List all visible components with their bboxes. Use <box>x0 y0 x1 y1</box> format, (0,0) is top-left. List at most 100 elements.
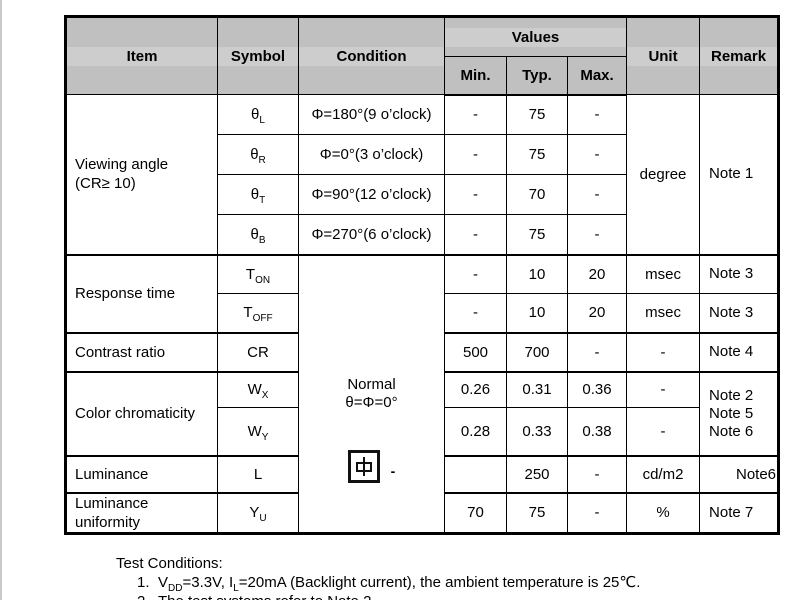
cell-symbol: θT <box>217 174 299 215</box>
cell-typ: 75 <box>506 214 568 255</box>
cell-condition: Φ=180°(9 o’clock) <box>298 94 445 135</box>
col-header-max: Max. <box>566 56 628 96</box>
cell-typ: 10 <box>506 293 568 333</box>
symbol-sub: X <box>261 390 269 402</box>
condition-dash: - <box>390 462 396 479</box>
cell-typ: 75 <box>506 134 568 175</box>
zhong-glyph-icon <box>355 456 372 476</box>
cell-remark: Note 3 <box>699 253 780 294</box>
remark-line: Note 5 <box>709 404 754 422</box>
symbol-base: T <box>245 265 256 283</box>
header-row-1: Item Symbol Condition Values Unit Remark <box>65 16 780 95</box>
test-conditions: Test Conditions: 1. VDD=3.3V, IL=20mA (Ba… <box>116 555 640 600</box>
cell-remark: Note 7 <box>699 491 780 534</box>
table-row: TOFF - 10 20 msec Note 3 <box>66 293 780 333</box>
symbol-base: θ <box>250 186 260 203</box>
item-line: uniformity <box>75 513 141 531</box>
cell-typ: 0.33 <box>506 407 568 456</box>
cell-symbol: CR <box>217 331 299 372</box>
table-row: Luminance L 250 - cd/m2 Note6 <box>65 454 780 493</box>
symbol-sub: B <box>258 234 266 246</box>
test-conditions-title: Test Conditions: <box>116 555 223 572</box>
cell-typ: 75 <box>506 491 568 534</box>
table-row: Response time TON Normal θ=Φ=0° <box>65 253 780 534</box>
col-header-unit: Unit <box>626 16 701 95</box>
condition-normal-text: Normal θ=Φ=0° <box>300 376 444 412</box>
table-row: Luminance uniformity YU 70 75 - % Note 7 <box>65 491 780 534</box>
cell-condition: Φ=90°(12 o’clock) <box>298 174 445 215</box>
col-header-item-label: Item <box>67 46 217 66</box>
cell-symbol: TOFF <box>217 293 299 333</box>
embedded-object-box-icon <box>347 449 380 483</box>
col-header-remark-label: Remark <box>700 46 778 66</box>
cell-typ: 70 <box>506 174 568 215</box>
cell-min: - <box>444 174 507 215</box>
symbol-sub: OFF <box>252 313 273 325</box>
cell-min: - <box>444 253 507 294</box>
cell-min: 70 <box>444 491 507 534</box>
cell-remark: Note 3 <box>699 293 780 333</box>
cell-remark-notes: Note 2 Note 5 Note 6 <box>699 370 780 456</box>
symbol-sub: U <box>259 513 267 524</box>
cell-item-color-chromaticity: Color chromaticity <box>65 370 218 456</box>
cell-min: 500 <box>444 331 507 372</box>
symbol-sub: R <box>258 155 266 166</box>
test-condition-2: 2.The test systems refer to Note 2 <box>116 593 640 600</box>
cell-max: 0.38 <box>566 407 628 456</box>
cell-symbol: θR <box>217 134 299 175</box>
cell-min: 0.28 <box>444 407 507 456</box>
viewing-angle-line1: Viewing angle <box>75 156 169 174</box>
cell-unit: - <box>626 407 701 456</box>
symbol-base: θ <box>250 225 259 243</box>
cell-typ: 75 <box>506 94 568 135</box>
cell-min <box>444 454 507 493</box>
cell-unit: msec <box>626 293 701 333</box>
symbol-sub: L <box>259 115 265 126</box>
col-header-values: Values <box>443 16 628 57</box>
col-header-item: Item <box>65 16 218 95</box>
cell-unit: msec <box>626 253 701 294</box>
symbol-base: θ <box>251 106 260 123</box>
cell-max: - <box>566 454 628 493</box>
symbol-sub: ON <box>255 274 271 286</box>
col-header-typ: Typ. <box>506 56 568 96</box>
cell-typ: 700 <box>506 331 568 372</box>
cell-symbol: TON <box>217 253 299 294</box>
item-line: Luminance <box>75 494 149 512</box>
cell-min: 0.26 <box>444 370 507 408</box>
col-header-values-label: Values <box>445 27 626 47</box>
test-condition-1-text: VDD=3.3V, IL=20mA (Backlight current), t… <box>158 574 641 594</box>
col-header-min: Min. <box>444 56 507 96</box>
cell-typ: 0.31 <box>506 370 568 408</box>
col-header-unit-label: Unit <box>627 46 699 66</box>
table-row: θB Φ=270°(6 o’clock) - 75 - <box>66 214 779 255</box>
col-header-condition-label: Condition <box>299 46 444 66</box>
cell-min: - <box>444 134 507 175</box>
cell-typ: 10 <box>506 253 568 294</box>
test-condition-1: 1. VDD=3.3V, IL=20mA (Backlight current),… <box>116 574 641 594</box>
symbol-base: T <box>243 304 253 322</box>
cell-max: - <box>566 331 628 372</box>
cell-symbol: WY <box>217 407 299 456</box>
cell-max: - <box>566 94 628 135</box>
cell-max: - <box>566 174 628 215</box>
cell-condition: Φ=270°(6 o’clock) <box>298 214 445 255</box>
cell-condition: Φ=0°(3 o’clock) <box>298 134 445 175</box>
symbol-base: Y <box>249 504 260 521</box>
table-row: Viewing angle (CR≥ 10) θL Φ=180°(9 o’clo… <box>65 94 780 255</box>
cell-item-response-time: Response time <box>65 253 218 333</box>
cell-unit: - <box>626 331 701 372</box>
col-header-symbol-label: Symbol <box>218 46 298 66</box>
list-marker: 1. <box>137 574 150 591</box>
cell-typ: 250 <box>506 454 568 493</box>
page-edge-line <box>0 0 2 600</box>
cell-unit: cd/m2 <box>626 454 701 493</box>
cell-item-luminance: Luminance <box>65 454 218 493</box>
cell-unit: % <box>626 491 701 534</box>
symbol-base: θ <box>250 146 259 163</box>
celsius-glyph: ℃ <box>619 574 637 591</box>
cell-min: - <box>444 293 507 333</box>
symbol-sub: T <box>259 195 266 206</box>
cell-item-luminance-uniformity: Luminance uniformity <box>65 491 218 534</box>
col-header-remark: Remark <box>699 16 780 95</box>
